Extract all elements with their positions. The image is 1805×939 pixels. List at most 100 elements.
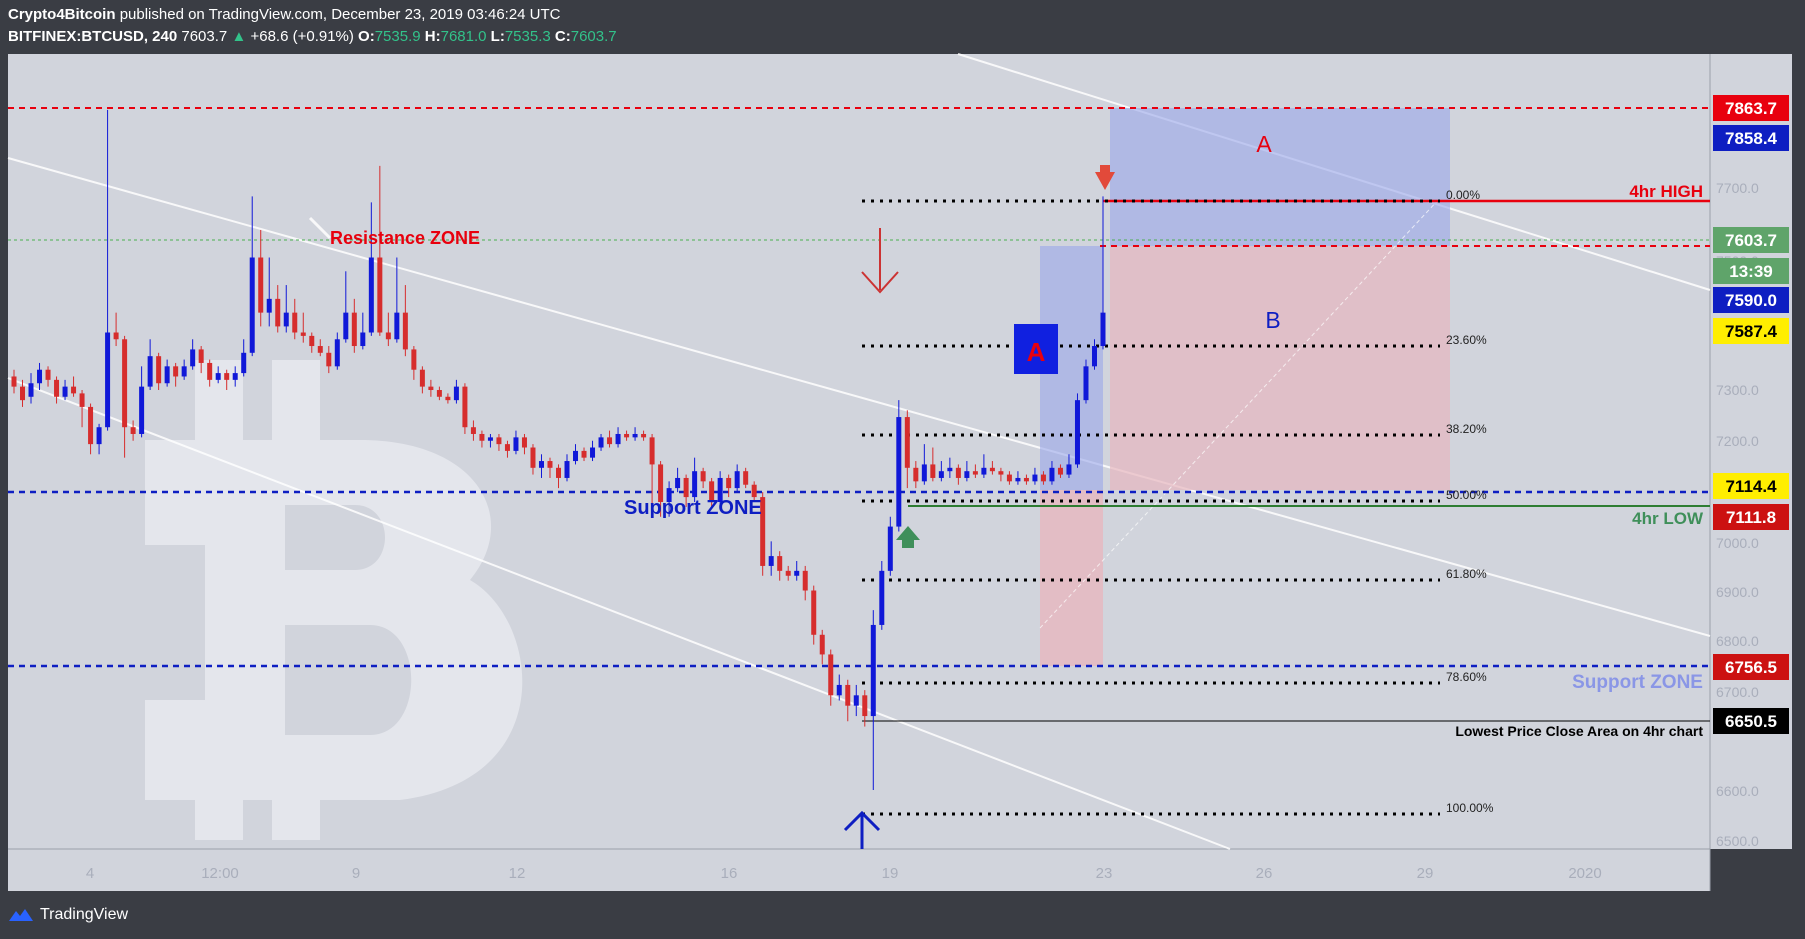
candle-body[interactable] — [692, 471, 698, 498]
candle-body[interactable] — [1015, 477, 1021, 482]
candle-body[interactable] — [470, 427, 476, 434]
candle-body[interactable] — [666, 488, 672, 502]
candle-body[interactable] — [198, 349, 204, 363]
candle-body[interactable] — [1049, 467, 1055, 482]
candle-body[interactable] — [794, 570, 800, 576]
candle-body[interactable] — [156, 356, 162, 384]
candle-body[interactable] — [139, 386, 145, 434]
candle-body[interactable] — [751, 484, 757, 498]
candle-body[interactable] — [862, 695, 868, 717]
candle-body[interactable] — [394, 312, 400, 340]
resistance-zone-label[interactable]: Resistance ZONE — [330, 228, 480, 248]
candle-body[interactable] — [37, 369, 43, 384]
candle-body[interactable] — [547, 461, 553, 468]
candle-body[interactable] — [675, 477, 681, 489]
candle-body[interactable] — [190, 349, 196, 367]
candle-body[interactable] — [496, 437, 502, 445]
candle-body[interactable] — [709, 481, 715, 502]
candle-body[interactable] — [556, 467, 561, 478]
candle-body[interactable] — [419, 369, 425, 387]
candle-body[interactable] — [538, 461, 544, 468]
candle-body[interactable] — [904, 417, 910, 468]
candle-body[interactable] — [853, 695, 859, 706]
candlestick-series[interactable] — [11, 109, 1106, 790]
candle-body[interactable] — [504, 444, 510, 451]
candle-body[interactable] — [317, 346, 323, 353]
candle-body[interactable] — [453, 386, 459, 401]
candle-body[interactable] — [887, 526, 893, 571]
symbol-label[interactable]: BITFINEX:BTCUSD, 240 — [8, 28, 178, 45]
price-tag[interactable] — [1713, 318, 1789, 344]
candle-body[interactable] — [360, 332, 366, 347]
candle-body[interactable] — [479, 433, 485, 441]
candle-body[interactable] — [624, 433, 630, 438]
candle-body[interactable] — [79, 393, 85, 407]
up-arrow-icon[interactable] — [896, 526, 920, 548]
candle-body[interactable] — [20, 386, 26, 401]
candle-body[interactable] — [785, 570, 791, 576]
candle-body[interactable] — [1066, 464, 1072, 475]
author-name[interactable]: Crypto4Bitcoin — [8, 6, 116, 23]
candle-body[interactable] — [207, 362, 213, 380]
candle-body[interactable] — [734, 471, 740, 489]
candle-body[interactable] — [122, 339, 128, 428]
candle-body[interactable] — [113, 332, 119, 340]
candle-body[interactable] — [326, 352, 332, 367]
lowest-close-label[interactable]: Lowest Price Close Area on 4hr chart — [1455, 723, 1703, 739]
candle-body[interactable] — [88, 406, 94, 445]
up-arrow-icon[interactable] — [843, 810, 881, 849]
candle-body[interactable] — [1100, 312, 1106, 347]
candle-body[interactable] — [530, 447, 536, 468]
candle-body[interactable] — [428, 386, 434, 391]
tradingview-logo-icon[interactable] — [8, 907, 34, 923]
price-tag[interactable] — [1713, 258, 1789, 284]
candle-body[interactable] — [258, 257, 264, 313]
candle-body[interactable] — [845, 684, 851, 706]
high-4hr-label[interactable]: 4hr HIGH — [1629, 182, 1703, 201]
candle-body[interactable] — [564, 461, 570, 478]
candle-body[interactable] — [445, 396, 451, 401]
candle-body[interactable] — [981, 467, 987, 475]
price-tag[interactable] — [1713, 504, 1789, 530]
candle-body[interactable] — [658, 464, 664, 502]
support-zone-label-right[interactable]: Support ZONE — [1572, 672, 1703, 693]
candle-body[interactable] — [266, 298, 272, 313]
candle-body[interactable] — [1032, 474, 1038, 482]
candle-body[interactable] — [964, 471, 970, 478]
candle-body[interactable] — [487, 437, 493, 441]
candle-body[interactable] — [649, 437, 655, 465]
candle-body[interactable] — [717, 477, 723, 502]
candle-body[interactable] — [11, 376, 17, 387]
candle-body[interactable] — [802, 570, 808, 591]
candle-body[interactable] — [777, 556, 783, 571]
candle-body[interactable] — [615, 433, 621, 445]
candle-body[interactable] — [683, 477, 689, 498]
candle-body[interactable] — [513, 437, 519, 451]
candle-body[interactable] — [726, 477, 732, 489]
candle-body[interactable] — [54, 379, 60, 397]
price-tag[interactable] — [1713, 654, 1789, 680]
candle-body[interactable] — [283, 312, 289, 327]
candle-body[interactable] — [71, 386, 77, 394]
candle-body[interactable] — [275, 298, 281, 327]
candle-body[interactable] — [130, 427, 136, 434]
candle-body[interactable] — [1040, 474, 1046, 482]
candle-body[interactable] — [96, 427, 102, 445]
candle-body[interactable] — [368, 257, 374, 333]
candle-body[interactable] — [607, 437, 613, 445]
candle-body[interactable] — [292, 312, 298, 333]
entry-stop-box[interactable] — [1040, 490, 1103, 666]
candle-body[interactable] — [819, 634, 825, 655]
candle-body[interactable] — [998, 471, 1004, 475]
candle-body[interactable] — [573, 450, 579, 462]
price-tag[interactable] — [1713, 287, 1789, 313]
candle-body[interactable] — [930, 464, 936, 478]
candle-body[interactable] — [836, 684, 842, 696]
candle-body[interactable] — [411, 349, 417, 370]
candle-body[interactable] — [1006, 474, 1012, 482]
candle-body[interactable] — [343, 312, 349, 340]
candle-body[interactable] — [700, 471, 706, 482]
candle-body[interactable] — [173, 366, 179, 377]
marker-a-box[interactable] — [1014, 324, 1058, 374]
